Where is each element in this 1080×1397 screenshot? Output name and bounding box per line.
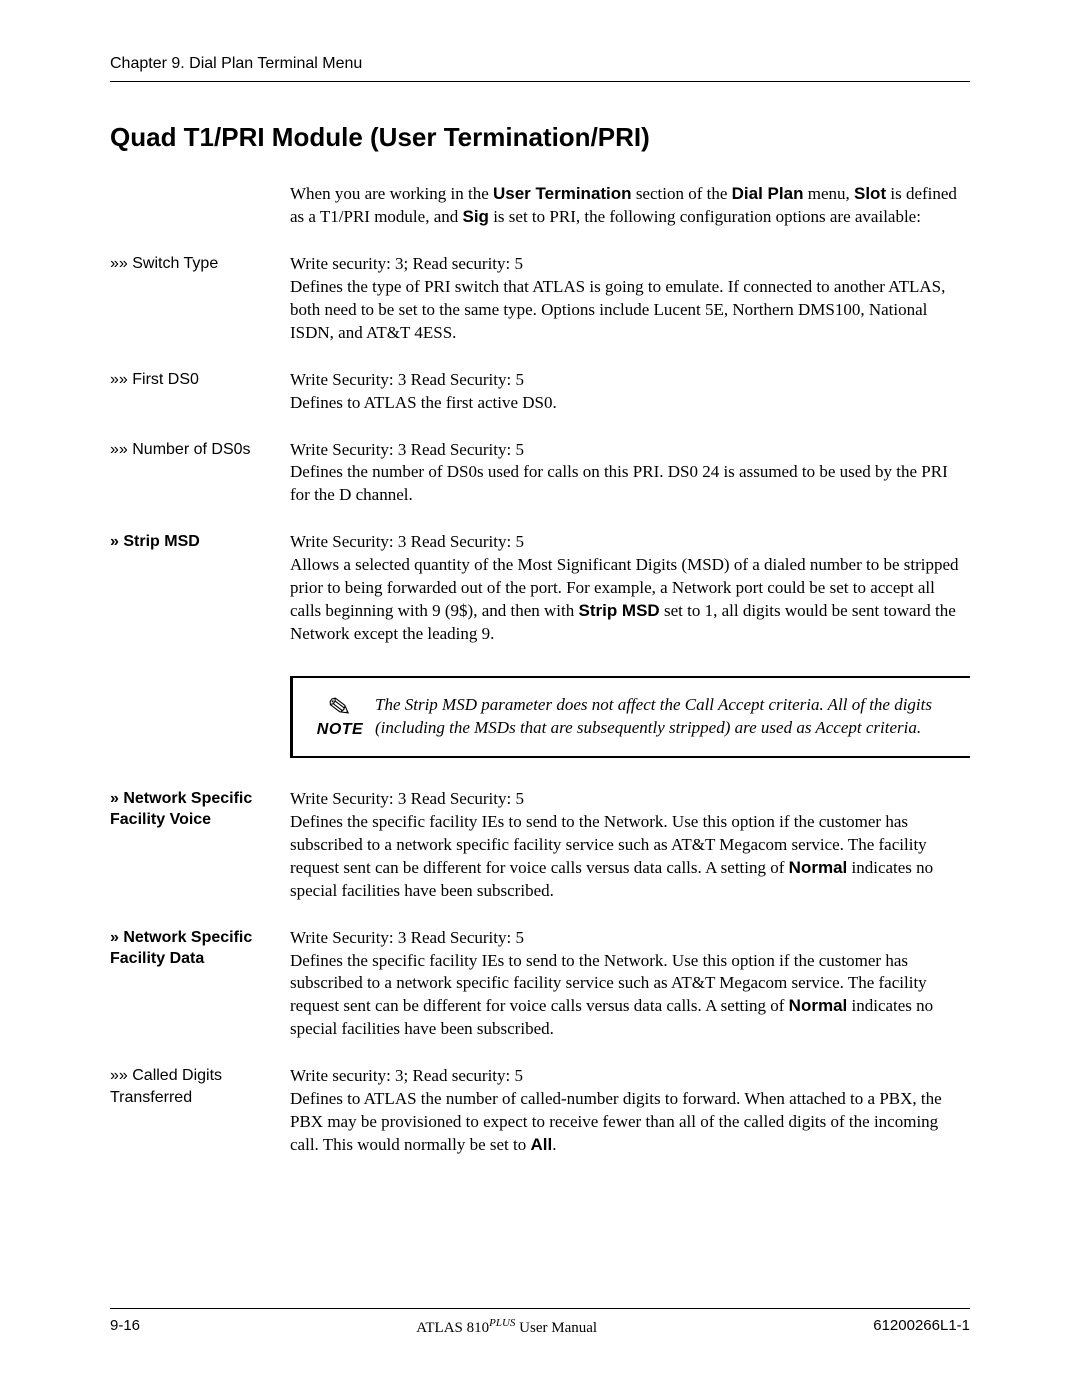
param-label: »» Number of DS0s <box>110 439 290 461</box>
param-row: » Network Specific Facility DataWrite Se… <box>110 927 970 1042</box>
param-body: Allows a selected quantity of the Most S… <box>290 555 959 643</box>
param-body: Defines the number of DS0s used for call… <box>290 462 948 504</box>
param-security: Write security: 3; Read security: 5 <box>290 253 970 276</box>
param-body: Defines the type of PRI switch that ATLA… <box>290 277 945 342</box>
param-desc: Write Security: 3 Read Security: 5Define… <box>290 927 970 1042</box>
pencil-icon: ✎ <box>326 693 353 724</box>
param-security: Write Security: 3 Read Security: 5 <box>290 439 970 462</box>
param-list-bottom: » Network Specific Facility VoiceWrite S… <box>110 788 970 1157</box>
doc-page: Chapter 9. Dial Plan Terminal Menu Quad … <box>0 0 1080 1397</box>
param-security: Write Security: 3 Read Security: 5 <box>290 531 970 554</box>
param-label: »» Called Digits Transferred <box>110 1065 290 1108</box>
section-title: Quad T1/PRI Module (User Termination/PRI… <box>110 122 970 153</box>
param-row: »» First DS0Write Security: 3 Read Secur… <box>110 369 970 415</box>
page-header: Chapter 9. Dial Plan Terminal Menu <box>110 55 970 82</box>
param-desc: Write Security: 3 Read Security: 5Define… <box>290 369 970 415</box>
param-security: Write Security: 3 Read Security: 5 <box>290 788 970 811</box>
param-desc: Write Security: 3 Read Security: 5Define… <box>290 439 970 508</box>
footer-page-num: 9-16 <box>110 1317 140 1337</box>
param-desc: Write Security: 3 Read Security: 5Allows… <box>290 531 970 646</box>
note-icon: ✎ NOTE <box>305 695 375 739</box>
param-security: Write Security: 3 Read Security: 5 <box>290 927 970 950</box>
param-body: Defines the specific facility IEs to sen… <box>290 951 933 1039</box>
param-desc: Write Security: 3 Read Security: 5Define… <box>290 788 970 903</box>
param-row: » Strip MSDWrite Security: 3 Read Securi… <box>110 531 970 646</box>
param-desc: Write security: 3; Read security: 5Defin… <box>290 253 970 345</box>
note-text: The Strip MSD parameter does not affect … <box>375 694 952 740</box>
param-row: »» Called Digits TransferredWrite securi… <box>110 1065 970 1157</box>
param-security: Write security: 3; Read security: 5 <box>290 1065 970 1088</box>
param-row: »» Number of DS0sWrite Security: 3 Read … <box>110 439 970 508</box>
param-label: » Network Specific Facility Voice <box>110 788 290 831</box>
intro-paragraph: When you are working in the User Termina… <box>290 183 970 229</box>
param-label: »» First DS0 <box>110 369 290 391</box>
param-row: » Network Specific Facility VoiceWrite S… <box>110 788 970 903</box>
note-box: ✎ NOTE The Strip MSD parameter does not … <box>290 676 970 758</box>
param-list-top: »» Switch TypeWrite security: 3; Read se… <box>110 253 970 646</box>
param-label: » Strip MSD <box>110 531 290 553</box>
param-body: Defines to ATLAS the number of called-nu… <box>290 1089 942 1154</box>
footer-manual-title: ATLAS 810PLUS User Manual <box>416 1317 597 1337</box>
param-body: Defines to ATLAS the first active DS0. <box>290 393 557 412</box>
page-footer: 9-16 ATLAS 810PLUS User Manual 61200266L… <box>110 1308 970 1337</box>
param-desc: Write security: 3; Read security: 5Defin… <box>290 1065 970 1157</box>
param-label: » Network Specific Facility Data <box>110 927 290 970</box>
param-row: »» Switch TypeWrite security: 3; Read se… <box>110 253 970 345</box>
footer-doc-id: 61200266L1-1 <box>873 1317 970 1337</box>
param-security: Write Security: 3 Read Security: 5 <box>290 369 970 392</box>
param-body: Defines the specific facility IEs to sen… <box>290 812 933 900</box>
param-label: »» Switch Type <box>110 253 290 275</box>
